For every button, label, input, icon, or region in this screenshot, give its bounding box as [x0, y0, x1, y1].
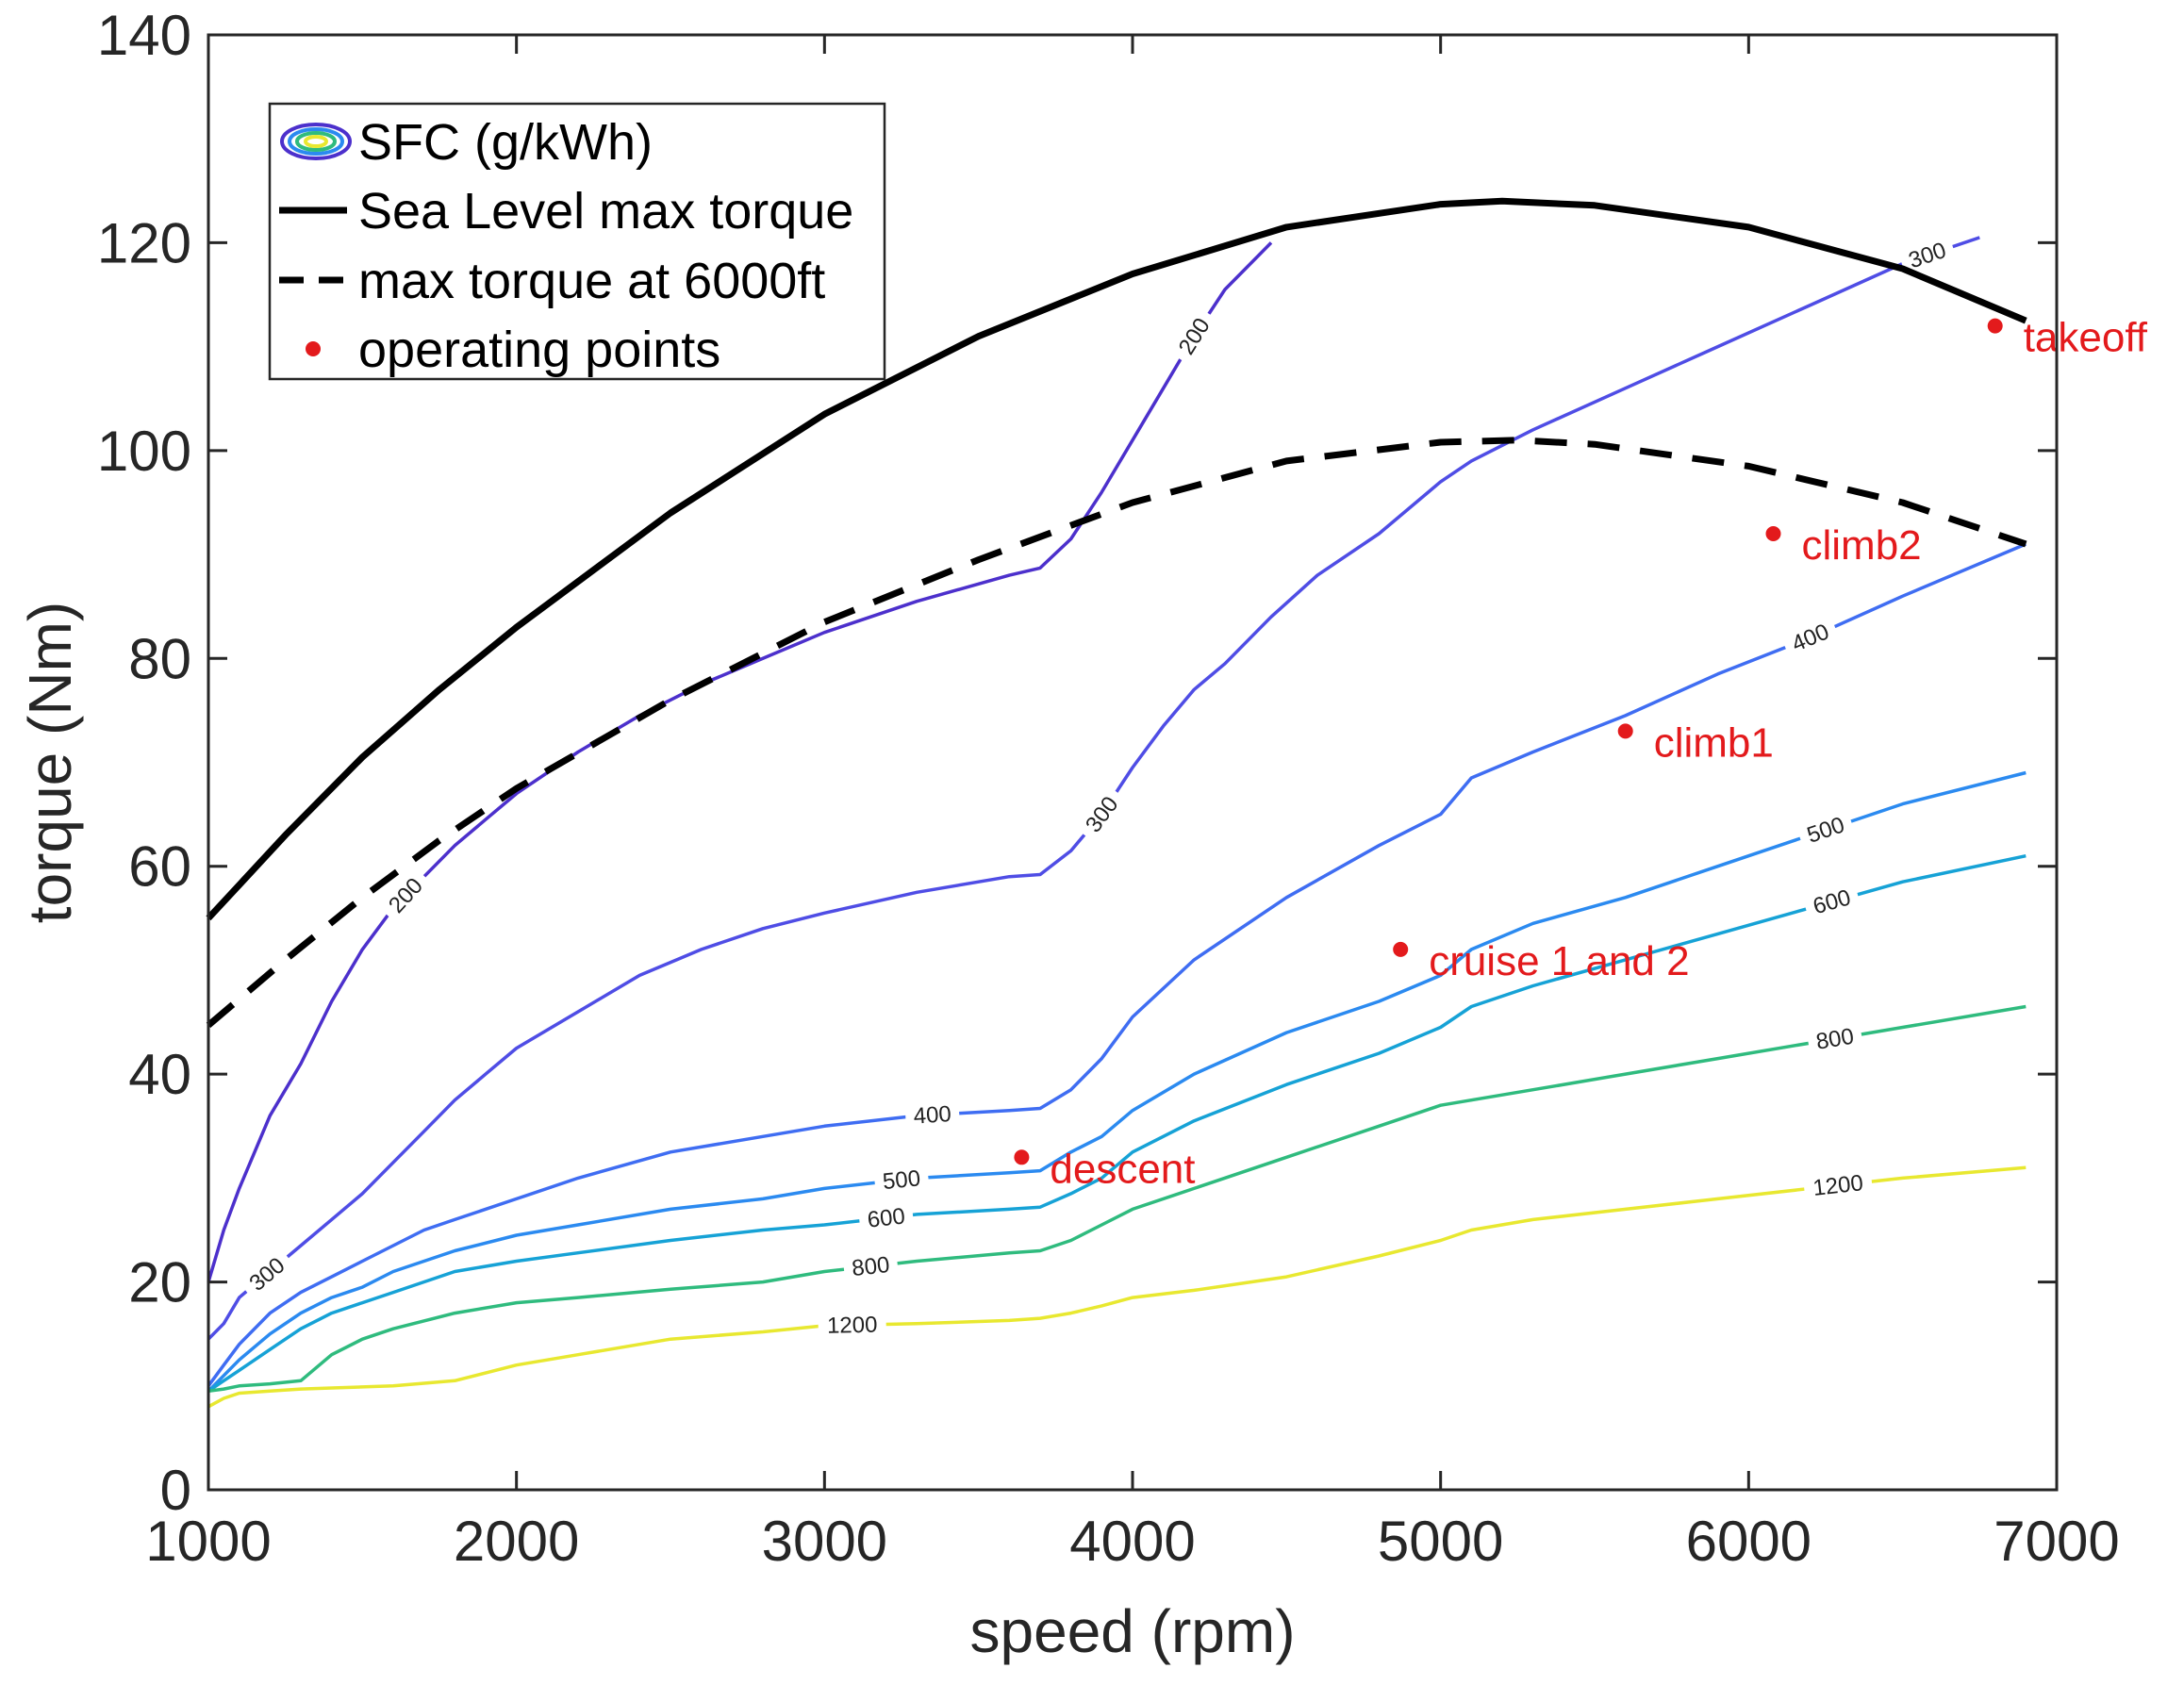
y-tick-label: 120	[97, 211, 191, 274]
y-tick-label: 140	[97, 4, 191, 67]
legend-contour-icon	[280, 123, 352, 160]
y-tick-label: 80	[128, 627, 191, 690]
curve-sea-level-max-torque	[206, 197, 2027, 921]
x-tick-label: 1000	[145, 1510, 271, 1573]
legend-label: SFC (g/kWh)	[358, 114, 653, 171]
x-tick-label: 5000	[1378, 1510, 1503, 1573]
legend-label: operating points	[358, 322, 720, 378]
contour-label-bg	[1806, 1021, 1864, 1057]
contour-label-text: 400	[913, 1101, 952, 1130]
legend: SFC (g/kWh) Sea Level max torque max torqu…	[268, 102, 886, 381]
contour-label-text: 800	[851, 1252, 891, 1281]
contour-label-bg	[857, 1201, 915, 1234]
contour-label-500: 500	[873, 1164, 930, 1197]
x-tick-label: 6000	[1686, 1510, 1812, 1573]
legend-contour-icon	[288, 127, 344, 156]
point-descent	[1014, 1149, 1030, 1165]
point-label-cruise-1-and-2: cruise 1 and 2	[1429, 938, 1689, 984]
x-axis-label: speed (rpm)	[970, 1597, 1296, 1665]
contour-label-800: 800	[842, 1249, 900, 1283]
x-tick-label: 4000	[1069, 1510, 1195, 1573]
contour-label-text: 500	[882, 1165, 922, 1195]
point-cruise-1-and-2	[1393, 941, 1409, 957]
legend-label: Sea Level max torque	[358, 183, 853, 240]
contour-label-400: 400	[904, 1099, 961, 1131]
contour-label-1200: 1200	[818, 1311, 887, 1340]
contour-label-bg	[904, 1099, 961, 1131]
y-tick-label: 100	[97, 420, 191, 483]
contour-label-bg	[842, 1249, 900, 1283]
point-climb1	[1617, 723, 1633, 739]
legend-entry-dashed: max torque at 6000ft	[279, 253, 825, 309]
contour-label-bg	[1795, 808, 1856, 851]
contour-1200	[207, 1165, 2027, 1409]
contour-label-text: 1200	[1812, 1170, 1864, 1201]
contour-label-bg	[1779, 615, 1841, 661]
y-tick-label: 0	[160, 1459, 191, 1522]
torque-curves	[206, 197, 2027, 1028]
contour-label-bg	[1802, 1168, 1874, 1203]
y-tick-label: 20	[128, 1251, 191, 1314]
x-tick-label: 2000	[454, 1510, 579, 1573]
contour-500	[207, 770, 2027, 1393]
contour-800	[207, 1004, 2027, 1394]
point-label-takeoff: takeoff	[2024, 315, 2148, 361]
contour-label-bg	[377, 867, 434, 925]
legend-entry-point: operating points	[306, 322, 720, 378]
contour-label-text: 1200	[827, 1313, 878, 1339]
contour-label-text: 800	[1814, 1024, 1856, 1055]
curve-max-torque-at-6000ft	[206, 437, 2027, 1028]
x-tick-label: 3000	[762, 1510, 887, 1573]
legend-point-icon	[306, 341, 321, 356]
contour-label-bg	[873, 1164, 930, 1197]
legend-contour-icon	[295, 131, 337, 152]
contour-label-bg	[818, 1311, 887, 1340]
point-climb2	[1765, 526, 1781, 541]
axis-ticks: 1000 2000 3000 4000 5000 6000 7000 0 20 40 60 80 100…	[97, 4, 2120, 1573]
contour-label-500: 500	[1795, 808, 1856, 851]
contour-400	[207, 542, 2027, 1387]
legend-box	[268, 102, 886, 381]
legend-contour-icon	[304, 135, 328, 148]
point-label-descent: descent	[1050, 1146, 1195, 1192]
contour-label-bg	[238, 1247, 296, 1302]
operating-points: takeoff climb2 climb1 cruise 1 and 2 descent	[1014, 315, 2148, 1192]
legend-label: max torque at 6000ft	[358, 253, 825, 309]
contour-label-1200: 1200	[1802, 1168, 1874, 1203]
contour-300	[207, 236, 1980, 1341]
contour-label-text: 600	[866, 1203, 906, 1232]
contour-label-600: 600	[857, 1201, 915, 1234]
sfc-contours: 2002003003003004004005005006006008008001…	[207, 234, 2027, 1409]
contour-label-800: 800	[1806, 1021, 1864, 1057]
contour-600	[207, 853, 2027, 1393]
y-axis-label: torque (Nm)	[16, 602, 84, 923]
y-tick-label: 40	[128, 1043, 191, 1106]
point-label-climb2: climb2	[1802, 522, 1922, 569]
contour-label-bg	[1802, 882, 1861, 922]
contour-label-bg	[1075, 785, 1129, 844]
legend-entry-solid: Sea Level max torque	[279, 183, 853, 240]
contour-label-bg	[1168, 306, 1220, 367]
legend-entry-contour: SFC (g/kWh)	[280, 114, 653, 171]
point-takeoff	[1987, 318, 2003, 334]
y-tick-label: 60	[128, 835, 191, 899]
contour-label-bg	[1897, 234, 1958, 277]
point-label-climb1: climb1	[1654, 719, 1774, 766]
x-tick-label: 7000	[1994, 1510, 2119, 1573]
